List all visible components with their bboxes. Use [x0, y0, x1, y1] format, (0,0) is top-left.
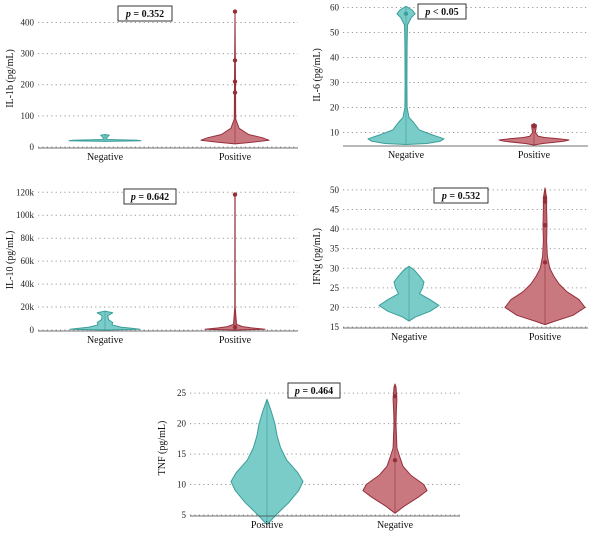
p-value-box: [417, 3, 467, 20]
p-value-box: [433, 187, 489, 204]
y-tick-label: 50: [330, 185, 340, 195]
y-axis-title: TNF (pg/mL): [157, 421, 168, 476]
y-tick-label: 120k: [16, 187, 35, 197]
y-tick-label: 20: [177, 419, 187, 429]
y-tick-label: 35: [330, 244, 340, 254]
p-value-box: [287, 382, 341, 399]
y-axis-title: IL-10 (pg/mL): [5, 231, 16, 290]
p-value-box: [123, 188, 177, 205]
outlier-point: [392, 457, 398, 463]
y-tick-label: 30: [330, 78, 340, 88]
y-tick-label: 20: [330, 103, 340, 113]
y-tick-label: 50: [330, 28, 340, 38]
x-category-label: Negative: [377, 520, 414, 531]
outlier-point: [232, 9, 238, 14]
y-tick-label: 300: [21, 49, 35, 59]
p-value-label: p = 0.642: [130, 192, 169, 203]
x-category-label: Negative: [388, 150, 425, 161]
y-tick-label: 10: [330, 128, 340, 138]
outlier-point: [542, 195, 548, 200]
outlier-point: [392, 394, 398, 399]
y-tick-label: 100: [21, 111, 35, 121]
x-category-label: Positive: [219, 152, 252, 163]
y-tick-label: 400: [21, 17, 35, 27]
p-value-label: p = 0.532: [441, 191, 480, 202]
y-tick-label: 60k: [21, 256, 35, 266]
outlier-point: [403, 11, 409, 16]
outlier-point: [531, 124, 537, 129]
p-value-label: p = 0.464: [294, 386, 333, 397]
y-tick-label: 10: [177, 480, 187, 490]
y-tick-label: 100k: [16, 210, 35, 220]
y-tick-label: 0: [30, 142, 35, 152]
chart-panel-4: 15 20 25 30 35 40 45 50 IFNg (pg/mL) Negative Posi…: [312, 185, 588, 343]
outlier-point: [232, 90, 238, 95]
outlier-point: [232, 192, 238, 197]
chart-panel-2: 10 20 30 40 50 60 IL-6 (pg/mL) Negative Positive…: [312, 3, 588, 161]
y-axis-title: IL-1b (pg/mL): [5, 49, 16, 108]
outlier-point: [232, 324, 238, 330]
y-tick-label: 25: [177, 388, 187, 398]
x-category-label: Positive: [219, 335, 252, 346]
p-value-box: [117, 5, 173, 22]
x-category-label: Negative: [87, 152, 124, 163]
x-category-label: Negative: [391, 332, 428, 343]
p-value-label: p = 0.352: [125, 9, 164, 20]
p-value-label: p < 0.05: [424, 7, 458, 18]
outlier-point: [542, 199, 548, 204]
y-tick-label: 200: [21, 80, 35, 90]
y-tick-label: 40: [330, 224, 340, 234]
y-tick-label: 0: [30, 325, 35, 335]
x-category-label: Positive: [529, 332, 562, 343]
y-tick-label: 25: [330, 283, 340, 293]
y-tick-label: 40k: [21, 279, 35, 289]
x-category-label: Positive: [518, 150, 551, 161]
y-tick-label: 30: [330, 263, 340, 273]
y-tick-label: 5: [182, 510, 187, 520]
outlier-point: [542, 222, 548, 228]
chart-panel-3: 0 20k 40k 60k 80k 100k 120k IL-10 (pg/mL) Negati…: [5, 187, 298, 346]
chart-panel-1: 0 100 200 300 400 IL-1b (pg/mL) Negative Positi…: [5, 5, 298, 163]
outlier-point: [232, 58, 238, 63]
outlier-point: [542, 260, 548, 265]
outlier-point: [232, 79, 238, 84]
chart-panel-5: 5 10 15 20 25 TNF (pg/mL) Positive Negative p = …: [157, 382, 460, 531]
y-tick-label: 40: [330, 53, 340, 63]
y-tick-label: 80k: [21, 233, 35, 243]
x-category-label: Positive: [251, 520, 284, 531]
y-tick-label: 45: [330, 205, 340, 215]
y-tick-label: 60: [330, 3, 340, 13]
y-axis-title: IL-6 (pg/mL): [312, 48, 323, 102]
x-category-label: Negative: [87, 335, 124, 346]
y-tick-label: 20: [330, 302, 340, 312]
y-tick-label: 15: [177, 449, 187, 459]
y-tick-label: 20k: [21, 302, 35, 312]
y-axis-title: IFNg (pg/mL): [312, 228, 323, 285]
y-tick-label: 15: [330, 322, 340, 332]
